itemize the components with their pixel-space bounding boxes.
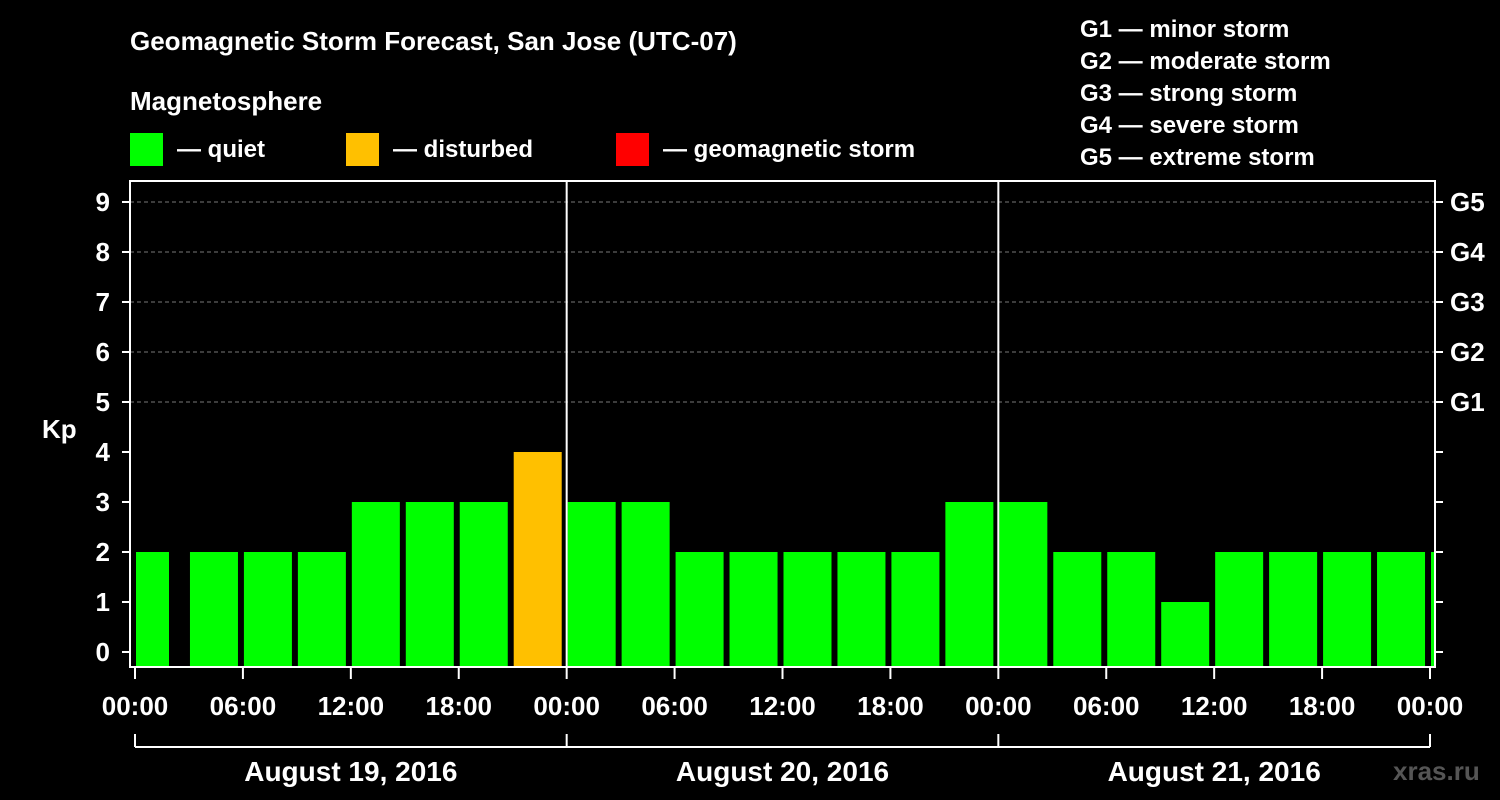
bar xyxy=(621,502,670,667)
x-tick-label: 18:00 xyxy=(1289,691,1356,721)
bar xyxy=(1269,552,1318,667)
y-tick-label: 0 xyxy=(96,637,110,667)
y-tick-label: 9 xyxy=(96,187,110,217)
watermark: xras.ru xyxy=(1393,756,1480,786)
legend-swatch-disturbed xyxy=(346,133,379,166)
chart-title: Geomagnetic Storm Forecast, San Jose (UT… xyxy=(130,26,737,56)
legend-label-storm: — geomagnetic storm xyxy=(663,136,915,163)
x-tick-label: 00:00 xyxy=(533,691,600,721)
bar xyxy=(1377,552,1426,667)
x-tick-label: 12:00 xyxy=(749,691,816,721)
bar xyxy=(891,552,940,667)
bar xyxy=(405,502,454,667)
y-tick-label: 2 xyxy=(96,537,110,567)
right-tick-label: G3 xyxy=(1450,287,1485,317)
bar xyxy=(1431,552,1435,667)
storm-scale-g1: G1 — minor storm xyxy=(1080,16,1289,43)
date-label: August 20, 2016 xyxy=(676,756,889,787)
bar xyxy=(189,552,238,667)
legend-swatch-quiet xyxy=(130,133,163,166)
bar xyxy=(459,502,508,667)
bar xyxy=(243,552,292,667)
bar xyxy=(513,452,562,667)
legend-swatch-storm xyxy=(616,133,649,166)
x-tick-label: 00:00 xyxy=(1397,691,1464,721)
x-tick-label: 12:00 xyxy=(1181,691,1248,721)
date-label: August 19, 2016 xyxy=(244,756,457,787)
y-tick-label: 1 xyxy=(96,587,110,617)
date-label: August 21, 2016 xyxy=(1108,756,1321,787)
x-tick-label: 06:00 xyxy=(210,691,277,721)
bar xyxy=(945,502,994,667)
bar xyxy=(1215,552,1264,667)
y-axis-label: Kp xyxy=(42,414,77,444)
bar xyxy=(675,552,724,667)
bar xyxy=(351,502,400,667)
bar xyxy=(999,502,1048,667)
bar xyxy=(1161,602,1210,667)
bar xyxy=(297,552,346,667)
y-tick-label: 5 xyxy=(96,387,110,417)
x-tick-label: 00:00 xyxy=(965,691,1032,721)
y-tick-label: 4 xyxy=(96,437,111,467)
x-tick-label: 06:00 xyxy=(641,691,708,721)
x-tick-label: 12:00 xyxy=(318,691,385,721)
bar xyxy=(136,552,169,667)
bar xyxy=(1323,552,1372,667)
storm-scale-g3: G3 — strong storm xyxy=(1080,80,1297,107)
bar xyxy=(1053,552,1102,667)
right-tick-label: G5 xyxy=(1450,187,1485,217)
storm-scale-g2: G2 — moderate storm xyxy=(1080,48,1331,75)
legend-title: Magnetosphere xyxy=(130,86,322,116)
x-tick-label: 06:00 xyxy=(1073,691,1140,721)
bar xyxy=(837,552,886,667)
right-tick-label: G4 xyxy=(1450,237,1485,267)
y-tick-label: 6 xyxy=(96,337,110,367)
legend-label-quiet: — quiet xyxy=(177,136,265,163)
bar xyxy=(783,552,832,667)
bar xyxy=(729,552,778,667)
legend-label-disturbed: — disturbed xyxy=(393,136,533,163)
right-tick-label: G1 xyxy=(1450,387,1485,417)
y-tick-label: 7 xyxy=(96,287,110,317)
x-tick-label: 18:00 xyxy=(426,691,493,721)
y-tick-label: 3 xyxy=(96,487,110,517)
y-tick-label: 8 xyxy=(96,237,110,267)
x-tick-label: 00:00 xyxy=(102,691,169,721)
x-tick-label: 18:00 xyxy=(857,691,924,721)
right-tick-label: G2 xyxy=(1450,337,1485,367)
bar xyxy=(567,502,616,667)
storm-scale-g5: G5 — extreme storm xyxy=(1080,144,1315,171)
bar xyxy=(1107,552,1156,667)
storm-scale-g4: G4 — severe storm xyxy=(1080,112,1299,139)
